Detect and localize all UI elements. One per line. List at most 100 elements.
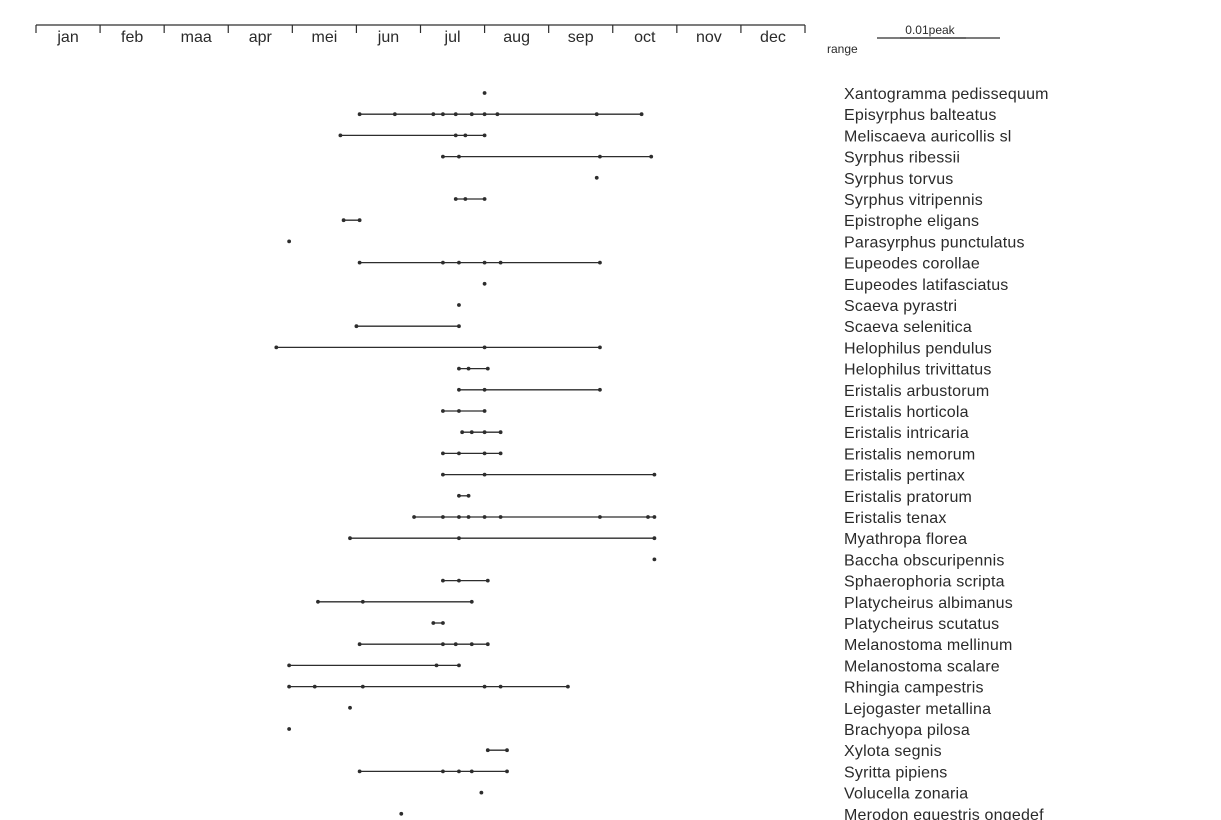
peak-dot — [354, 324, 359, 329]
peak-dot — [287, 684, 292, 689]
species-label: Eristalis pratorum — [844, 489, 972, 506]
peak-dot — [441, 451, 445, 456]
species-label: Melanostoma mellinum — [844, 637, 1013, 654]
peak-dot — [469, 599, 474, 604]
species-label: Eristalis intricaria — [844, 425, 969, 442]
peak-dot — [441, 642, 445, 647]
peak-dot — [485, 748, 490, 753]
peak-dot — [392, 112, 397, 117]
species-row: Episyrphus balteatus — [357, 107, 997, 124]
peak-dot — [457, 260, 461, 265]
species-rows: Xantogramma pedissequum Episyrphus baltea… — [274, 86, 1049, 820]
species-row: Helophilus pendulus — [274, 340, 992, 357]
peak-dot — [594, 112, 599, 117]
species-label: Syrphus ribessii — [844, 150, 960, 167]
species-label: Syrphus torvus — [844, 171, 954, 188]
species-row: Brachyopa pilosa — [287, 722, 970, 739]
peak-dot — [565, 684, 570, 689]
peak-dot — [399, 811, 404, 816]
peak-dot — [485, 366, 490, 371]
species-label: Sphaerophoria scripta — [844, 574, 1005, 591]
species-label: Merodon equestris ongedef — [844, 807, 1044, 820]
peak-dot — [457, 663, 461, 668]
species-label: Eristalis pertinax — [844, 468, 965, 485]
peak-dot — [453, 642, 458, 647]
species-row: Epistrophe eligans — [341, 213, 979, 230]
peak-dot — [460, 430, 465, 435]
species-label: Melanostoma scalare — [844, 658, 1000, 675]
species-label: Eristalis nemorum — [844, 446, 975, 463]
legend: 0.01peak range — [827, 23, 1000, 56]
species-label: Epistrophe eligans — [844, 213, 979, 230]
peak-dot — [357, 112, 362, 117]
peak-dot — [457, 409, 461, 413]
species-row: Eristalis pertinax — [441, 468, 965, 485]
peak-dot — [441, 515, 445, 519]
peak-dot — [482, 112, 487, 117]
peak-dot — [457, 324, 461, 329]
species-row: Merodon equestris ongedef — [399, 807, 1044, 820]
species-row: Volucella zonaria — [479, 786, 968, 803]
peak-dot — [360, 684, 365, 689]
peak-dot — [469, 769, 474, 774]
peak-dot — [498, 430, 503, 435]
species-row: Syrphus vitripennis — [453, 192, 983, 209]
peak-dot — [466, 493, 471, 498]
species-label: Platycheirus scutatus — [844, 616, 999, 633]
species-label: Myathropa florea — [844, 531, 967, 548]
peak-dot — [312, 684, 317, 689]
peak-dot — [598, 260, 602, 265]
month-label-aug: aug — [503, 29, 530, 46]
peak-dot — [287, 239, 292, 244]
peak-dot — [646, 515, 650, 519]
peak-dot — [485, 578, 490, 583]
species-row: Melanostoma mellinum — [357, 637, 1013, 654]
peak-dot — [598, 345, 602, 350]
legend-peak-label: 0.01peak — [905, 23, 955, 37]
peak-dot — [441, 769, 445, 774]
peak-dot — [482, 260, 487, 265]
peak-dot — [498, 260, 503, 265]
peak-dot — [598, 387, 602, 392]
species-row: Xantogramma pedissequum — [482, 86, 1049, 103]
peak-dot — [482, 684, 487, 689]
peak-dot — [357, 769, 362, 774]
peak-dot — [441, 472, 445, 477]
species-row: Eristalis arbustorum — [457, 383, 989, 400]
peak-dot — [441, 578, 445, 583]
species-label: Episyrphus balteatus — [844, 107, 997, 124]
peak-dot — [431, 621, 436, 625]
peak-dot — [652, 472, 657, 477]
peak-dot — [316, 599, 320, 604]
peak-dot — [341, 218, 346, 223]
species-row: Myathropa florea — [348, 531, 967, 548]
peak-dot — [441, 154, 445, 159]
peak-dot — [348, 536, 352, 541]
species-label: Scaeva selenitica — [844, 319, 972, 336]
peak-dot — [482, 281, 487, 286]
species-row: Syritta pipiens — [357, 764, 947, 781]
peak-dot — [287, 663, 292, 668]
species-label: Xylota segnis — [844, 743, 942, 760]
peak-dot — [357, 260, 362, 265]
peak-dot — [649, 154, 654, 159]
peak-dot — [482, 387, 487, 392]
species-label: Parasyrphus punctulatus — [844, 234, 1025, 251]
peak-dot — [287, 727, 292, 731]
peak-dot — [348, 705, 352, 710]
peak-dot — [441, 112, 445, 117]
peak-dot — [457, 515, 461, 519]
month-label-jul: jul — [444, 29, 461, 46]
species-row: Eristalis intricaria — [460, 425, 969, 442]
species-row: Meliscaeva auricollis sl — [338, 128, 1011, 145]
peak-dot — [457, 536, 461, 541]
month-label-nov: nov — [696, 29, 722, 46]
species-row: Eupeodes corollae — [357, 256, 980, 273]
peak-dot — [441, 621, 445, 625]
peak-dot — [457, 578, 461, 583]
peak-dot — [453, 133, 458, 138]
peak-dot — [457, 366, 461, 371]
species-label: Syrphus vitripennis — [844, 192, 983, 209]
peak-dot — [357, 642, 362, 647]
